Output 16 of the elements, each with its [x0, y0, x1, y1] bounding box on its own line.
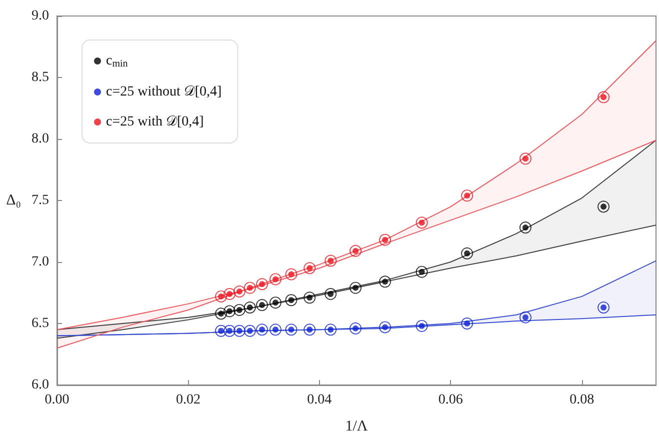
- legend-label: c=25 without 𝒟[0,4]: [106, 84, 222, 100]
- y-axis-title: Δ₀: [6, 192, 21, 208]
- x-tick-label: 0.04: [307, 392, 332, 408]
- y-tick-label: 8.5: [32, 70, 49, 85]
- y-tick-label: 6.0: [32, 378, 49, 392]
- y-tick-label: 8.0: [32, 132, 49, 146]
- x-tick-label: 0.00: [44, 392, 70, 408]
- legend-label: c=25 with 𝒟[0,4]: [106, 114, 204, 130]
- x-tick-label: 0.08: [570, 392, 594, 408]
- y-tick-label: 7.5: [32, 193, 49, 208]
- x-tick-label: 0.06: [438, 392, 463, 408]
- x-axis-title: 1/Λ: [345, 418, 368, 434]
- y-tick-label: 9.0: [32, 8, 49, 24]
- y-tick-label: 7.0: [32, 254, 49, 270]
- x-tick-label: 0.02: [176, 392, 200, 408]
- y-tick-label: 6.5: [32, 316, 49, 331]
